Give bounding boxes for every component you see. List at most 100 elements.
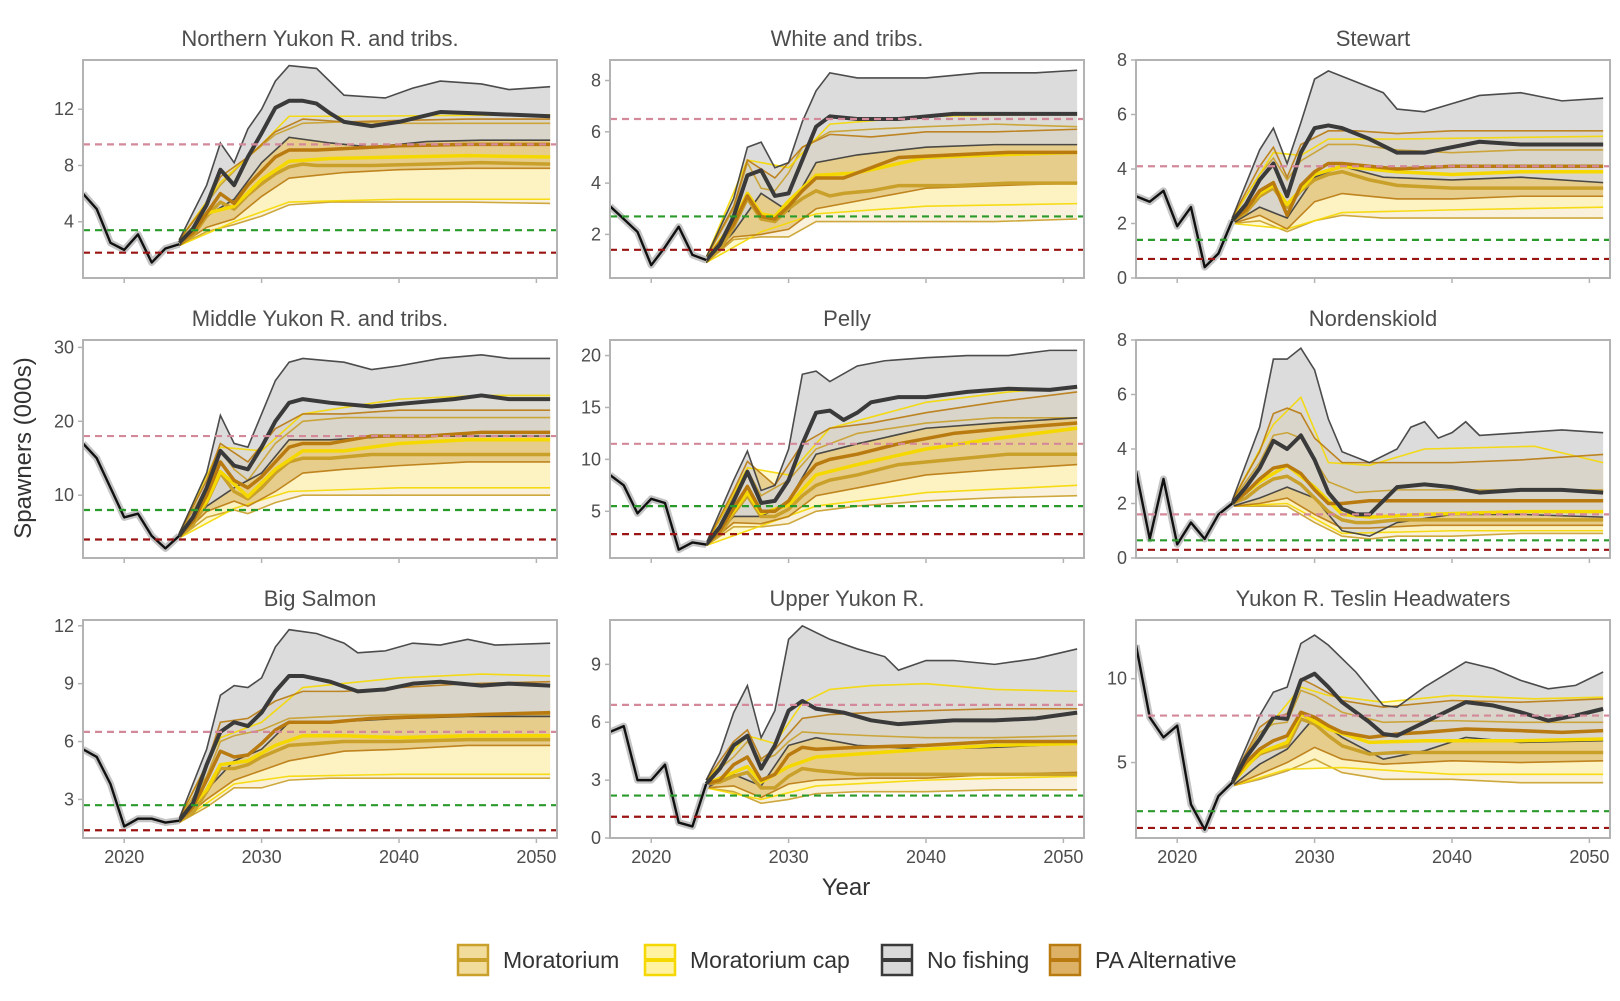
no_fishing-hi-line [1231, 70, 1604, 219]
y-tick-label: 10 [54, 485, 74, 505]
panel-border [609, 59, 1085, 279]
pa_alternative-hi-line [178, 409, 551, 534]
moratorium-lo-line [178, 777, 551, 824]
y-tick-label: 20 [581, 346, 601, 366]
y-tick-label: 2 [591, 224, 601, 244]
panel: Pelly 5 10 15 20 [581, 306, 1085, 563]
no_fishing-median-line [177, 98, 551, 245]
panel: White and tribs. 2 4 6 8 [591, 26, 1085, 283]
moratorium_cap-lo-line [178, 486, 551, 539]
y-tick-label: 12 [54, 99, 74, 119]
no_fishing-hi-line [705, 624, 1078, 781]
moratorium_cap-lo-line [178, 773, 551, 824]
moratorium-lo-line [1232, 505, 1604, 540]
moratorium-hi-line [705, 731, 1078, 781]
pa_alternative-median-line [178, 142, 551, 245]
y-tick-label: 6 [1117, 105, 1127, 125]
panel-border [609, 339, 1085, 559]
moratorium_cap-median-line [177, 153, 551, 245]
historical-line [83, 442, 180, 550]
pa_alternative-hi-line [705, 391, 1078, 544]
no_fishing-median-line [1230, 671, 1604, 784]
moratorium_cap-hi-line [1231, 135, 1604, 219]
legend-item: Moratorium cap [643, 943, 850, 977]
no_fishing-median-line [1230, 123, 1604, 223]
pa_alternative-median-line [177, 710, 551, 822]
no_fishing-band [179, 629, 551, 823]
no_fishing-hi-line [705, 69, 1078, 258]
no_fishing-hi-line [1231, 346, 1604, 502]
y-tick-label: 8 [1117, 50, 1127, 70]
moratorium_cap-lo-line [705, 202, 1078, 264]
x-axis-title: Year [822, 874, 871, 901]
no_fishing-band [706, 350, 1078, 546]
y-tick-label: 0 [1117, 548, 1127, 568]
y-tick-label: 0 [591, 828, 601, 848]
moratorium-lo-line [705, 494, 1078, 547]
panel-title: Big Salmon [264, 586, 377, 611]
plot-layer [1136, 70, 1610, 271]
panel-border [82, 619, 558, 839]
no_fishing-hi-line [178, 353, 551, 534]
panel-title: Stewart [1336, 26, 1411, 51]
pa_alternative-lo-line [1231, 192, 1604, 230]
y-tick-label: 3 [64, 789, 74, 809]
plot-layer [610, 349, 1084, 554]
moratorium-lo-line [1232, 214, 1604, 233]
panel: Yukon R. Teslin Headwaters 5 10 2020 2030 204… [1107, 586, 1611, 867]
plot-layer [610, 69, 1084, 269]
panel-border [82, 59, 558, 279]
x-tick-label: 2020 [104, 847, 144, 867]
no_fishing-band [1232, 635, 1604, 787]
moratorium-median-line [705, 766, 1078, 790]
pa_alternative-lo-line [178, 167, 551, 247]
y-tick-label: 6 [591, 712, 601, 732]
panel: Stewart 0 2 4 6 8 [1117, 26, 1611, 288]
x-tick-label: 2040 [906, 847, 946, 867]
moratorium-hi-line [1231, 143, 1604, 219]
no_fishing-median-line [704, 699, 1078, 786]
pa_alternative-lo-line [178, 461, 551, 539]
pa_alternative-hi-line [1231, 407, 1604, 502]
panel-title: Middle Yukon R. and tribs. [192, 306, 448, 331]
historical-line [1136, 644, 1234, 831]
y-tick-label: 10 [581, 449, 601, 469]
pa_alternative-median-line [1230, 710, 1604, 784]
y-tick-label: 6 [64, 732, 74, 752]
historical-line [610, 473, 707, 551]
moratorium-median-line [1231, 474, 1604, 525]
y-tick-label: 4 [591, 173, 601, 193]
y-tick-label: 6 [591, 122, 601, 142]
x-tick-label: 2020 [1157, 847, 1197, 867]
y-tick-label: 30 [54, 337, 74, 357]
pa_alternative-lo-line [705, 463, 1078, 547]
y-tick-label: 8 [591, 71, 601, 91]
y-tick-label: 8 [64, 155, 74, 175]
no_fishing-lo-line [178, 136, 551, 247]
historical-line [610, 205, 707, 267]
y-tick-label: 3 [591, 770, 601, 790]
moratorium_cap-median-line [1230, 712, 1604, 784]
pa_alternative-lo-line [1232, 497, 1604, 529]
y-tick-label: 2 [1117, 494, 1127, 514]
moratorium_cap-lo-line [1232, 502, 1604, 535]
moratorium_cap-median-line [705, 741, 1078, 786]
no_fishing-median-line [177, 393, 551, 538]
historical-line [83, 192, 180, 264]
panel-title: Pelly [823, 306, 871, 331]
x-tick-label: 2050 [516, 847, 556, 867]
y-axis-title: Spawners (000s) [10, 357, 37, 538]
x-tick-label: 2030 [769, 847, 809, 867]
x-tick-label: 2030 [1295, 847, 1335, 867]
moratorium-hi-line [178, 121, 551, 241]
pa_alternative-median-line [704, 150, 1078, 262]
moratorium-median-line [1231, 169, 1604, 223]
panel-title: White and tribs. [771, 26, 924, 51]
y-tick-label: 5 [591, 501, 601, 521]
plot-layer [1136, 634, 1610, 834]
panel-border [82, 339, 558, 559]
y-tick-label: 9 [64, 674, 74, 694]
legend: Moratorium Moratorium cap No fishing PA Alt… [456, 943, 1237, 977]
legend-label: Moratorium cap [690, 947, 850, 973]
